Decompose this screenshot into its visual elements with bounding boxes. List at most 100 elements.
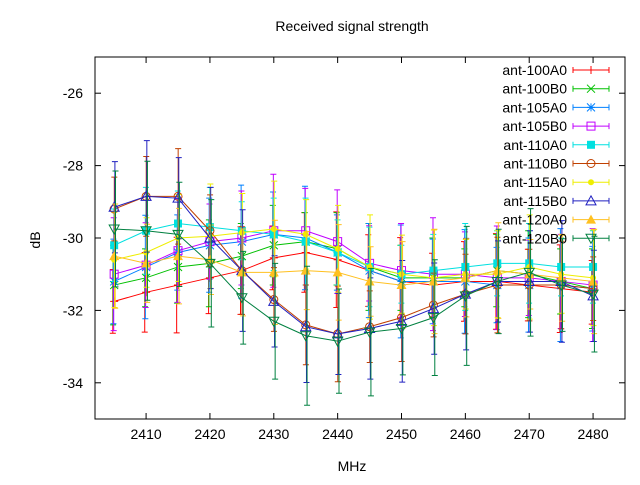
data-point: [236, 267, 247, 277]
data-point: [334, 245, 341, 252]
data-point: [267, 316, 280, 328]
error-bar: [240, 250, 247, 345]
legend-sample-line: [572, 235, 610, 242]
legend-marker: [586, 214, 596, 224]
error-bar: [176, 181, 183, 288]
data-point: [140, 226, 152, 237]
error-bar: [431, 259, 438, 377]
data-point: [395, 324, 408, 335]
data-point: [172, 192, 184, 203]
data-point: [141, 258, 152, 268]
y-tick-label: -30: [63, 230, 83, 246]
data-point: [172, 229, 184, 241]
data-point: [299, 320, 312, 332]
data-point: [395, 315, 408, 326]
error-bar: [304, 265, 311, 406]
data-point: [140, 190, 152, 201]
legend-label: ant-100A0: [502, 62, 567, 78]
data-point: [427, 313, 440, 324]
legend-label: ant-120B0: [502, 230, 567, 246]
legend: ant-100A0 ant-100B0 ant-105A0 ant-105B0 ant-…: [502, 62, 610, 246]
error-bar: [367, 267, 374, 397]
legend-label: ant-110B0: [503, 156, 567, 172]
series-line: [114, 255, 594, 286]
data-point: [204, 231, 216, 243]
data-point: [109, 251, 120, 261]
legend-sample-line: [572, 123, 610, 130]
data-point: [459, 288, 472, 299]
legend-marker: [585, 194, 597, 206]
data-point: [587, 289, 599, 301]
error-bar: [463, 225, 470, 366]
y-tick-label: -34: [63, 375, 83, 391]
error-bar: [144, 160, 151, 301]
series-line: [113, 223, 594, 275]
legend-marker: [588, 179, 594, 186]
legend-label: ant-115A0: [503, 174, 567, 190]
data-point: [267, 295, 280, 306]
data-point: [204, 258, 216, 270]
legend-label: ant-105A0: [502, 99, 567, 115]
legend-label: ant-120A0: [502, 212, 567, 228]
legend-sample-line: [572, 160, 610, 167]
data-point: [524, 269, 535, 279]
legend-marker: [587, 140, 595, 149]
error-bar: [399, 281, 406, 376]
data-point: [396, 280, 407, 290]
data-point: [300, 265, 311, 275]
x-tick-label: 2470: [514, 426, 545, 442]
series-line: [114, 230, 594, 286]
legend-marker: [586, 103, 596, 112]
error-bar: [559, 238, 566, 332]
legend-sample-line: [572, 197, 610, 204]
y-tick-label: -32: [63, 302, 83, 318]
x-axis-label: MHz: [338, 458, 367, 474]
data-point: [173, 251, 184, 261]
error-bar: [336, 288, 343, 394]
y-axis-label: dB: [27, 231, 43, 248]
data-point: [523, 267, 536, 279]
x-tick-label: 2420: [194, 426, 225, 442]
error-bar: [527, 208, 534, 337]
x-tick-label: 2440: [322, 426, 353, 442]
error-bar: [495, 228, 502, 335]
series-line: [113, 195, 594, 335]
legend-marker: [586, 121, 596, 131]
data-point: [331, 336, 344, 348]
legend-marker: [586, 159, 596, 168]
error-bar: [272, 262, 279, 380]
data-point: [459, 291, 472, 302]
legend-marker: [585, 233, 597, 245]
data-point: [526, 263, 533, 270]
series-line: [114, 228, 594, 342]
data-point: [428, 276, 439, 286]
data-point: [492, 265, 503, 275]
error-bar: [302, 284, 309, 366]
series-ant-120B0: [108, 160, 599, 406]
data-point: [398, 271, 405, 278]
chart-title: Received signal strength: [275, 18, 428, 34]
data-point: [460, 272, 471, 282]
data-point: [491, 276, 504, 288]
axes: 2410 2420 2430 2440 2450 2460 2470 2480 -26 -28 -3…: [63, 57, 625, 442]
y-tick-label: -28: [63, 158, 83, 174]
legend-label: ant-110A0: [503, 137, 567, 153]
legend-marker: [587, 66, 595, 74]
data-point: [268, 267, 279, 277]
y-tick-label: -26: [63, 85, 83, 101]
data-point: [302, 231, 309, 238]
legend-marker: [586, 84, 596, 94]
data-point: [108, 224, 121, 235]
data-point: [299, 331, 312, 342]
data-point: [270, 225, 277, 232]
data-point: [556, 272, 567, 282]
data-point: [331, 327, 344, 339]
data-point: [366, 263, 373, 270]
series-layer: [108, 140, 599, 406]
x-tick-label: 2410: [131, 426, 162, 442]
data-point: [555, 280, 567, 292]
data-point: [236, 293, 248, 304]
legend-label: ant-100B0: [502, 81, 567, 97]
legend-label: ant-105B0: [502, 118, 567, 134]
